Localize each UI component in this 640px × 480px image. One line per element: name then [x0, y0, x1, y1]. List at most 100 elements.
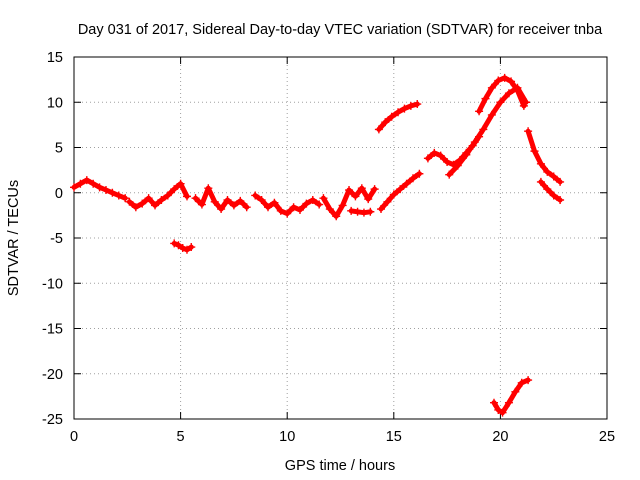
series-segment-1 — [70, 176, 130, 203]
series-segment-15 — [490, 376, 533, 417]
data-point — [402, 179, 411, 188]
data-point — [89, 179, 98, 188]
data-point — [556, 177, 565, 186]
series-segment-12 — [475, 73, 528, 116]
data-point — [543, 185, 552, 194]
data-point — [351, 192, 360, 201]
series-trace — [476, 75, 527, 114]
data-point — [504, 398, 513, 407]
data-point — [479, 125, 488, 134]
data-point — [251, 191, 260, 200]
data-point — [504, 89, 513, 98]
x-tick-label: 25 — [599, 429, 615, 445]
x-tick-label: 10 — [279, 429, 295, 445]
data-point — [357, 184, 366, 193]
data-point — [517, 378, 526, 387]
x-tick-label: 15 — [386, 429, 402, 445]
data-point — [276, 206, 285, 215]
data-point — [236, 196, 245, 205]
data-point — [319, 194, 328, 203]
series-trace — [538, 179, 563, 203]
data-point — [443, 157, 452, 166]
data-point — [453, 161, 462, 170]
data-point — [338, 201, 347, 210]
data-point — [108, 188, 117, 197]
y-axis-label: SDTVAR / TECUs — [6, 180, 22, 296]
data-point — [549, 172, 558, 181]
data-point — [556, 195, 565, 204]
data-point — [70, 183, 78, 192]
data-point — [131, 203, 140, 212]
data-point — [415, 169, 424, 178]
series-segment-13 — [524, 127, 565, 186]
data-point — [347, 206, 356, 215]
data-point — [174, 241, 183, 250]
data-point — [406, 101, 415, 110]
data-point — [413, 100, 422, 109]
data-point — [549, 191, 558, 200]
data-point — [289, 203, 298, 212]
series-segment-11 — [445, 83, 530, 179]
y-tick-label: 10 — [47, 95, 63, 111]
data-point — [374, 125, 383, 134]
data-point — [178, 243, 187, 252]
series-segment-2 — [125, 179, 191, 212]
data-point — [481, 94, 490, 103]
data-point — [377, 205, 386, 214]
data-point — [430, 148, 439, 157]
data-point — [500, 73, 509, 82]
plot-frame — [73, 56, 608, 420]
series-trace — [446, 85, 529, 178]
data-point — [264, 203, 273, 212]
data-point — [536, 177, 545, 186]
data-point — [530, 147, 539, 156]
series-trace — [525, 128, 563, 185]
data-point — [496, 98, 505, 107]
data-point — [182, 245, 191, 254]
series-segment-9 — [374, 100, 422, 134]
x-tick-label: 5 — [177, 429, 185, 445]
data-point — [475, 107, 484, 116]
y-tick-label: -15 — [42, 322, 63, 338]
data-point — [170, 239, 179, 248]
y-tick-label: -20 — [42, 367, 63, 383]
data-point — [359, 208, 368, 217]
data-point — [125, 197, 134, 206]
data-point — [445, 170, 454, 179]
data-point — [151, 201, 160, 210]
data-point — [524, 127, 533, 136]
data-point — [210, 197, 219, 206]
data-point — [138, 199, 147, 208]
data-point — [302, 199, 311, 208]
data-point — [223, 195, 232, 204]
data-point — [121, 194, 130, 203]
data-point — [543, 167, 552, 176]
data-point — [176, 179, 185, 188]
y-tick-label: 0 — [55, 186, 63, 202]
data-point — [325, 205, 334, 214]
data-point — [381, 118, 390, 127]
data-point — [494, 405, 503, 414]
data-point — [82, 176, 91, 185]
data-point — [494, 76, 503, 85]
data-point — [157, 195, 166, 204]
data-point — [490, 398, 499, 407]
data-point — [217, 205, 226, 214]
data-point — [182, 192, 191, 201]
data-point — [436, 151, 445, 160]
series-segment-4 — [191, 184, 251, 214]
data-point — [389, 190, 398, 199]
series-segment-6 — [319, 184, 379, 221]
data-point — [95, 183, 104, 192]
data-point — [187, 243, 196, 252]
grid — [74, 57, 607, 419]
data-point — [191, 194, 200, 203]
series-segment-10 — [423, 132, 484, 169]
series-segment-3 — [170, 239, 196, 254]
data-point — [366, 207, 375, 216]
data-point — [283, 209, 292, 218]
data-point — [408, 174, 417, 183]
data-point — [498, 408, 507, 417]
data-point — [101, 186, 110, 195]
